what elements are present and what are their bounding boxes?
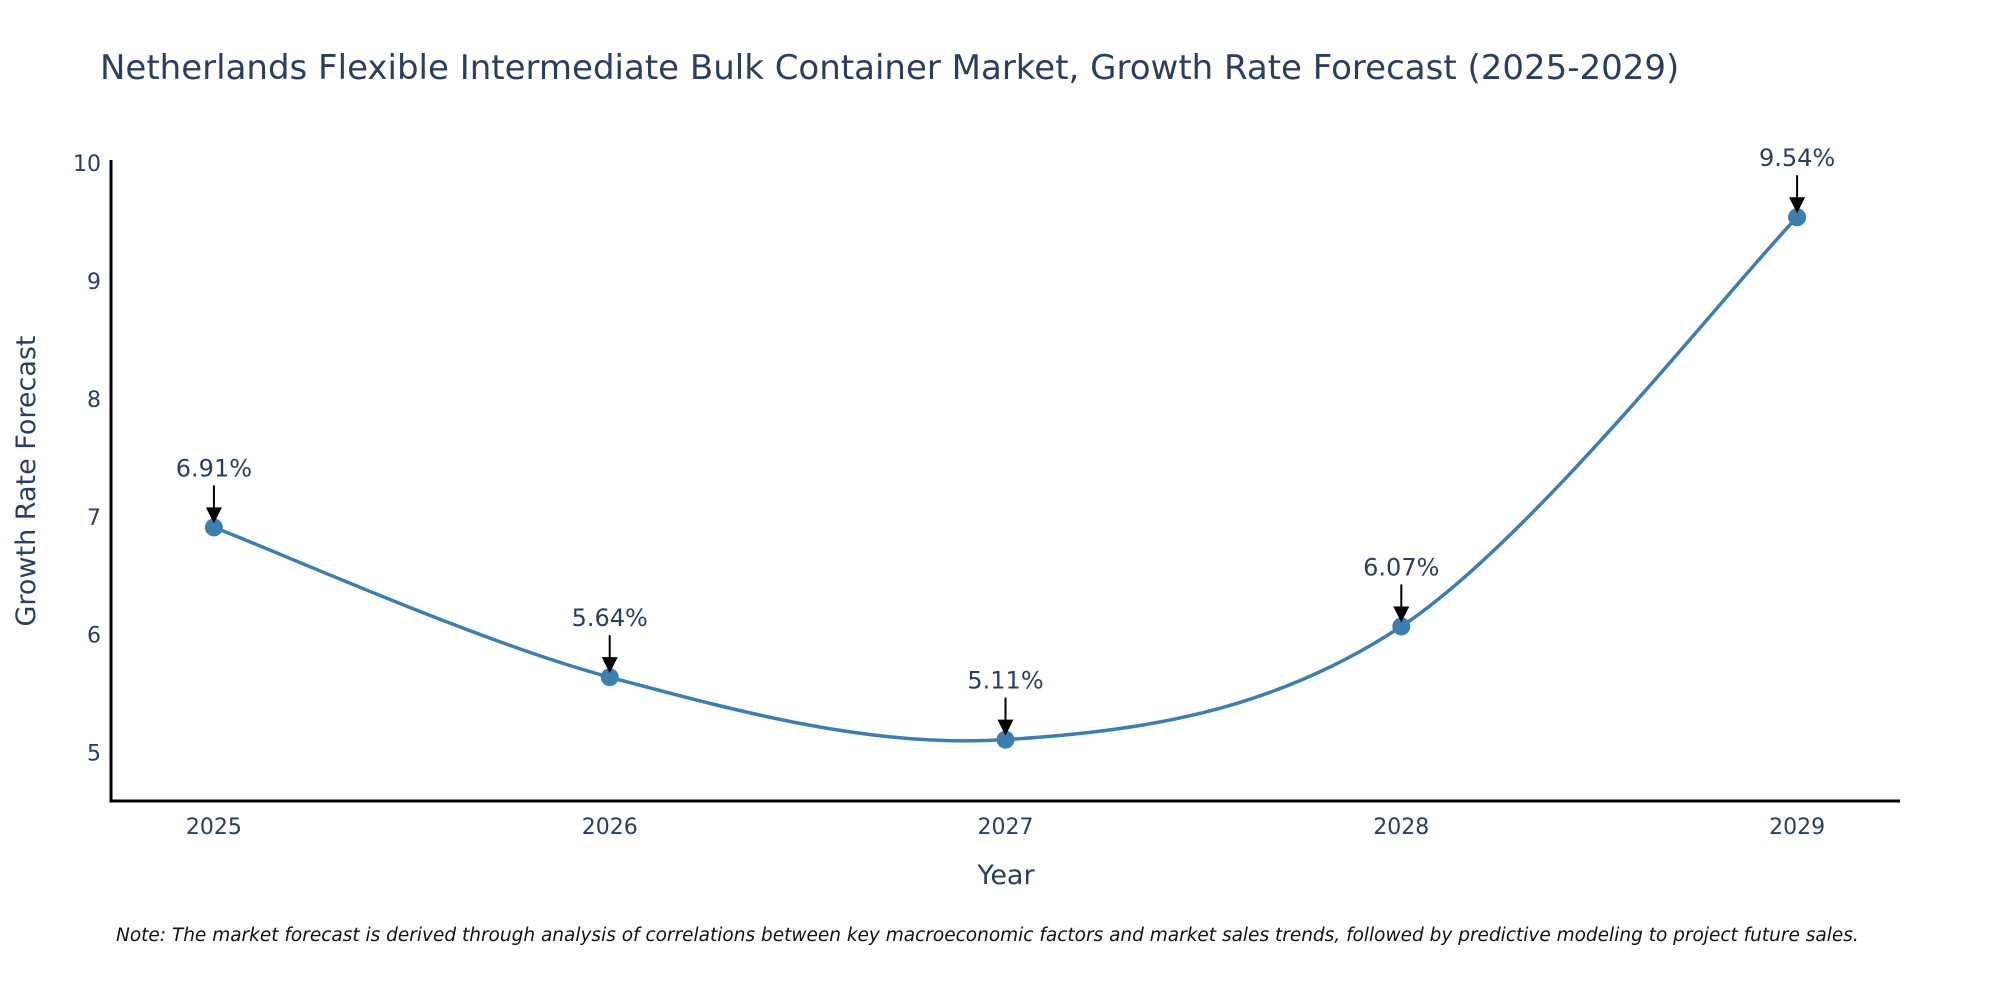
chart-title: Netherlands Flexible Intermediate Bulk C… <box>100 48 1679 88</box>
x-axis-title: Year <box>976 860 1035 891</box>
annotation-label: 9.54% <box>1759 144 1835 172</box>
annotation-label: 6.91% <box>176 454 252 482</box>
y-tick-labels: 5 6 7 8 9 10 <box>73 152 101 767</box>
x-tick-label: 2026 <box>582 815 638 840</box>
y-tick-label: 6 <box>87 624 101 649</box>
footnote: Note: The market forecast is derived thr… <box>116 925 1859 946</box>
x-tick-labels: 2025 2026 2027 2028 2029 <box>186 815 1825 840</box>
x-tick-label: 2027 <box>978 815 1034 840</box>
annotation-arrow-head-icon <box>205 507 222 524</box>
series-line <box>213 216 1799 743</box>
annotation-label: 5.64% <box>572 604 648 632</box>
annotation-arrow-head-icon <box>997 719 1014 736</box>
annotation-arrow-head-icon <box>601 657 618 674</box>
annotation-2027: 5.11% <box>967 667 1044 736</box>
y-tick-label: 5 <box>87 742 101 767</box>
y-tick-label: 8 <box>87 388 101 413</box>
annotations: 6.91% 5.64% 5.11% 6.07% 9.54% <box>176 144 1835 736</box>
y-tick-label: 9 <box>87 270 101 295</box>
markers <box>204 208 1807 749</box>
annotation-arrow-head-icon <box>1789 197 1806 214</box>
y-tick-label: 7 <box>87 506 101 531</box>
annotation-2028: 6.07% <box>1363 553 1439 623</box>
data-point-2025[interactable] <box>204 518 223 537</box>
annotation-arrow-head-icon <box>1393 606 1410 623</box>
annotation-2025: 6.91% <box>176 454 252 524</box>
x-tick-label: 2029 <box>1769 815 1825 840</box>
x-tick-label: 2028 <box>1373 815 1429 840</box>
data-point-2028[interactable] <box>1392 617 1411 636</box>
annotation-2026: 5.64% <box>572 604 648 674</box>
data-point-2029[interactable] <box>1788 208 1807 227</box>
annotation-label: 6.07% <box>1363 553 1439 581</box>
annotation-label: 5.11% <box>967 667 1043 695</box>
y-tick-label: 10 <box>73 152 101 177</box>
axes <box>109 160 1900 803</box>
y-axis-title: Growth Rate Forecast <box>11 335 42 626</box>
series-growth-rate <box>204 208 1807 749</box>
data-point-2026[interactable] <box>600 668 619 687</box>
annotation-2029: 9.54% <box>1759 144 1835 214</box>
x-tick-label: 2025 <box>186 815 242 840</box>
data-point-2027[interactable] <box>996 730 1015 749</box>
